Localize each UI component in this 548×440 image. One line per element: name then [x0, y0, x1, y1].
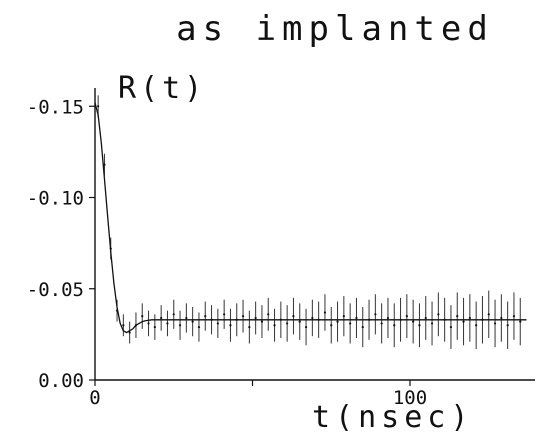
data-point [449, 325, 453, 329]
data-point [141, 315, 144, 318]
y-tick-label: -0.15 [27, 96, 84, 118]
data-point [506, 324, 509, 327]
error-bars [97, 95, 522, 349]
data-point [292, 315, 295, 318]
data-point [273, 324, 276, 327]
data-point [216, 322, 219, 325]
data-point [147, 322, 150, 325]
data-point [260, 320, 264, 323]
data-point [97, 105, 100, 108]
fit-curve [94, 102, 527, 334]
data-point [475, 324, 478, 327]
data-point [412, 320, 415, 323]
data-point [361, 325, 364, 329]
data-point [229, 324, 232, 327]
data-point [178, 324, 182, 327]
data-point [424, 316, 427, 320]
y-tick-label: -0.10 [27, 188, 84, 210]
data-point [248, 325, 251, 329]
data-point [393, 324, 396, 327]
data-point [512, 315, 516, 318]
data-point [185, 316, 188, 320]
data-point [405, 315, 408, 318]
data-point [311, 316, 314, 320]
data-point [254, 316, 257, 320]
data-point [500, 316, 503, 320]
chart-title: as implanted [176, 9, 494, 49]
y-axis-label: R(t) [118, 71, 206, 106]
data-point [153, 325, 156, 329]
data-point [342, 315, 345, 318]
data-point [128, 331, 131, 334]
data-point [380, 322, 383, 325]
data-point [336, 320, 339, 323]
data-point [349, 322, 352, 325]
data-point [323, 311, 327, 314]
data-point [172, 313, 175, 316]
x-axis-label: t(nsec) [312, 400, 473, 435]
data-point [456, 315, 459, 318]
data-point [330, 324, 333, 327]
data-point [430, 322, 434, 325]
data-point [418, 324, 421, 327]
data-point [122, 324, 125, 327]
data-point [355, 316, 358, 320]
data-point [462, 320, 465, 323]
data-point [374, 313, 377, 316]
data-point [204, 315, 207, 318]
data-point [468, 316, 471, 320]
data-point [286, 322, 289, 325]
axis-ticks: 0.00 -0.05 -0.10 -0.15 0 100 [27, 96, 427, 409]
data-point [197, 325, 201, 329]
data-point [241, 315, 245, 318]
data-point [298, 320, 301, 323]
data-point [386, 316, 390, 320]
data-point [160, 316, 163, 320]
data-point [437, 313, 440, 316]
data-point [166, 322, 169, 325]
y-tick-label: -0.05 [27, 279, 84, 301]
y-tick-label: 0.00 [38, 370, 84, 392]
data-point [493, 322, 497, 325]
x-tick-label: 100 [393, 387, 427, 409]
data-point [487, 313, 490, 316]
data-point [191, 320, 194, 323]
data-point [519, 320, 522, 323]
data-point [267, 313, 270, 316]
data-point [223, 313, 226, 316]
x-tick-label: 0 [89, 387, 100, 409]
data-point [304, 325, 308, 329]
